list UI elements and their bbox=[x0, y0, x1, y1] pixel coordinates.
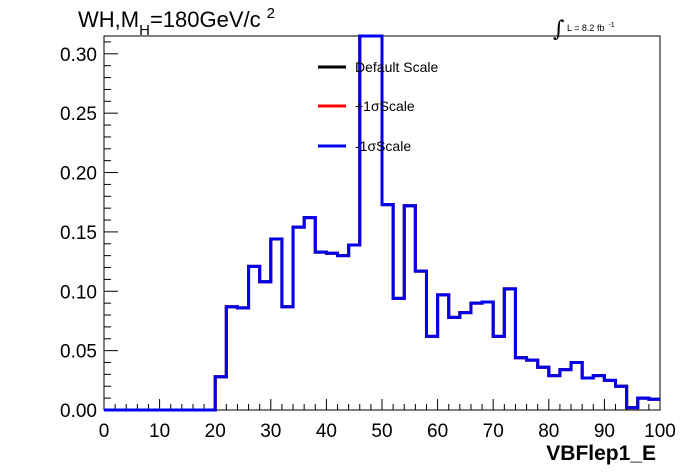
x-axis-label: VBFlep1_E bbox=[546, 442, 656, 465]
y-tick-label: 0.10 bbox=[60, 282, 97, 303]
x-tick-label: 90 bbox=[594, 421, 615, 442]
y-tick-label: 0.20 bbox=[60, 164, 97, 185]
title-superscript: 2 bbox=[267, 5, 275, 22]
title-value: =180GeV/c bbox=[150, 7, 261, 32]
x-tick-label: 40 bbox=[316, 421, 337, 442]
x-tick-label: 80 bbox=[538, 421, 559, 442]
legend-label-plus1sigma: +1σScale bbox=[355, 98, 415, 114]
x-tick-label: 50 bbox=[371, 421, 392, 442]
x-tick-label: 100 bbox=[644, 421, 676, 442]
x-tick-label: 70 bbox=[483, 421, 504, 442]
y-tick-label: 0.25 bbox=[60, 104, 97, 125]
legend-label-minus1sigma: -1σScale bbox=[355, 138, 411, 154]
lumi-text: L = 8.2 fb bbox=[567, 23, 604, 33]
integral-symbol: ∫ bbox=[553, 17, 565, 42]
axes: 0 10 20 30 40 50 60 70 80 90 100 0.00 0.05 0.10 0.15 0.… bbox=[60, 41, 676, 442]
series-layer bbox=[104, 34, 660, 412]
x-tick-label: 0 bbox=[99, 421, 110, 442]
y-tick-label: 0.15 bbox=[60, 223, 97, 244]
title-prefix: WH,M bbox=[78, 7, 139, 32]
legend-label-default: Default Scale bbox=[355, 59, 438, 75]
y-tick-label: 0.00 bbox=[60, 401, 97, 422]
y-tick-label: 0.05 bbox=[60, 342, 97, 363]
series-2-step-line bbox=[104, 34, 660, 412]
chart-title: WH,MH=180GeV/c 2 bbox=[78, 5, 275, 39]
legend: Default Scale +1σScale -1σScale bbox=[318, 59, 438, 154]
x-tick-label: 60 bbox=[427, 421, 448, 442]
y-tick-label: 0.30 bbox=[60, 45, 97, 66]
x-tick-label: 10 bbox=[149, 421, 170, 442]
x-tick-label: 30 bbox=[260, 421, 281, 442]
lumi-superscript: -1 bbox=[608, 22, 614, 29]
lumi-label: L = 8.2 fb -1 bbox=[567, 22, 615, 33]
x-tick-label: 20 bbox=[205, 421, 226, 442]
title-subscript: H bbox=[139, 22, 150, 39]
